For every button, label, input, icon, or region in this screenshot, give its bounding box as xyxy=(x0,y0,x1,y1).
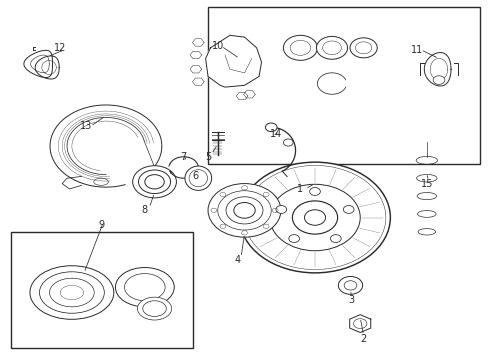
Polygon shape xyxy=(243,91,255,98)
Text: 3: 3 xyxy=(347,295,354,305)
Circle shape xyxy=(304,210,325,225)
Polygon shape xyxy=(190,51,201,59)
Circle shape xyxy=(233,203,255,218)
Circle shape xyxy=(144,175,164,189)
Circle shape xyxy=(265,123,277,132)
Polygon shape xyxy=(236,93,247,100)
Circle shape xyxy=(355,42,371,54)
Circle shape xyxy=(309,188,320,195)
Circle shape xyxy=(132,166,176,198)
Text: 15: 15 xyxy=(420,179,432,189)
Circle shape xyxy=(275,206,286,213)
Text: 9: 9 xyxy=(98,220,104,230)
Circle shape xyxy=(239,162,389,273)
Polygon shape xyxy=(424,53,450,86)
Ellipse shape xyxy=(49,278,94,307)
Polygon shape xyxy=(190,66,201,73)
Circle shape xyxy=(343,206,353,213)
Circle shape xyxy=(344,281,356,290)
Ellipse shape xyxy=(40,272,104,313)
Polygon shape xyxy=(205,35,261,87)
Bar xyxy=(207,7,479,164)
Text: 14: 14 xyxy=(269,129,282,139)
Ellipse shape xyxy=(142,301,166,316)
Circle shape xyxy=(432,76,444,84)
Text: 5: 5 xyxy=(204,152,211,162)
Circle shape xyxy=(283,139,292,146)
Polygon shape xyxy=(192,39,203,46)
Text: 11: 11 xyxy=(410,45,423,55)
Ellipse shape xyxy=(115,267,174,307)
Circle shape xyxy=(225,197,263,224)
Text: 7: 7 xyxy=(180,152,186,162)
Circle shape xyxy=(338,276,362,294)
Circle shape xyxy=(349,38,376,58)
Text: 13: 13 xyxy=(80,121,92,131)
Text: 6: 6 xyxy=(192,171,199,181)
Circle shape xyxy=(353,319,366,329)
Circle shape xyxy=(288,235,299,243)
Text: 2: 2 xyxy=(360,334,366,344)
Polygon shape xyxy=(192,78,203,85)
Polygon shape xyxy=(35,56,59,79)
Text: 10: 10 xyxy=(211,41,224,51)
Ellipse shape xyxy=(30,266,114,319)
Ellipse shape xyxy=(124,274,165,301)
Polygon shape xyxy=(50,105,162,187)
Circle shape xyxy=(283,35,317,60)
Circle shape xyxy=(292,201,337,234)
Circle shape xyxy=(244,166,385,270)
Polygon shape xyxy=(349,315,370,333)
Ellipse shape xyxy=(184,166,211,190)
Text: 4: 4 xyxy=(234,255,240,265)
Text: 12: 12 xyxy=(54,43,66,53)
Ellipse shape xyxy=(137,297,171,320)
Circle shape xyxy=(322,41,341,55)
Circle shape xyxy=(138,170,170,194)
Circle shape xyxy=(207,184,281,237)
Polygon shape xyxy=(24,50,52,77)
Text: 8: 8 xyxy=(142,205,147,215)
Circle shape xyxy=(289,40,310,55)
Circle shape xyxy=(316,36,347,59)
Circle shape xyxy=(217,191,271,230)
Text: 1: 1 xyxy=(297,184,303,194)
Bar xyxy=(11,232,193,348)
Circle shape xyxy=(269,184,360,251)
Circle shape xyxy=(330,235,341,243)
